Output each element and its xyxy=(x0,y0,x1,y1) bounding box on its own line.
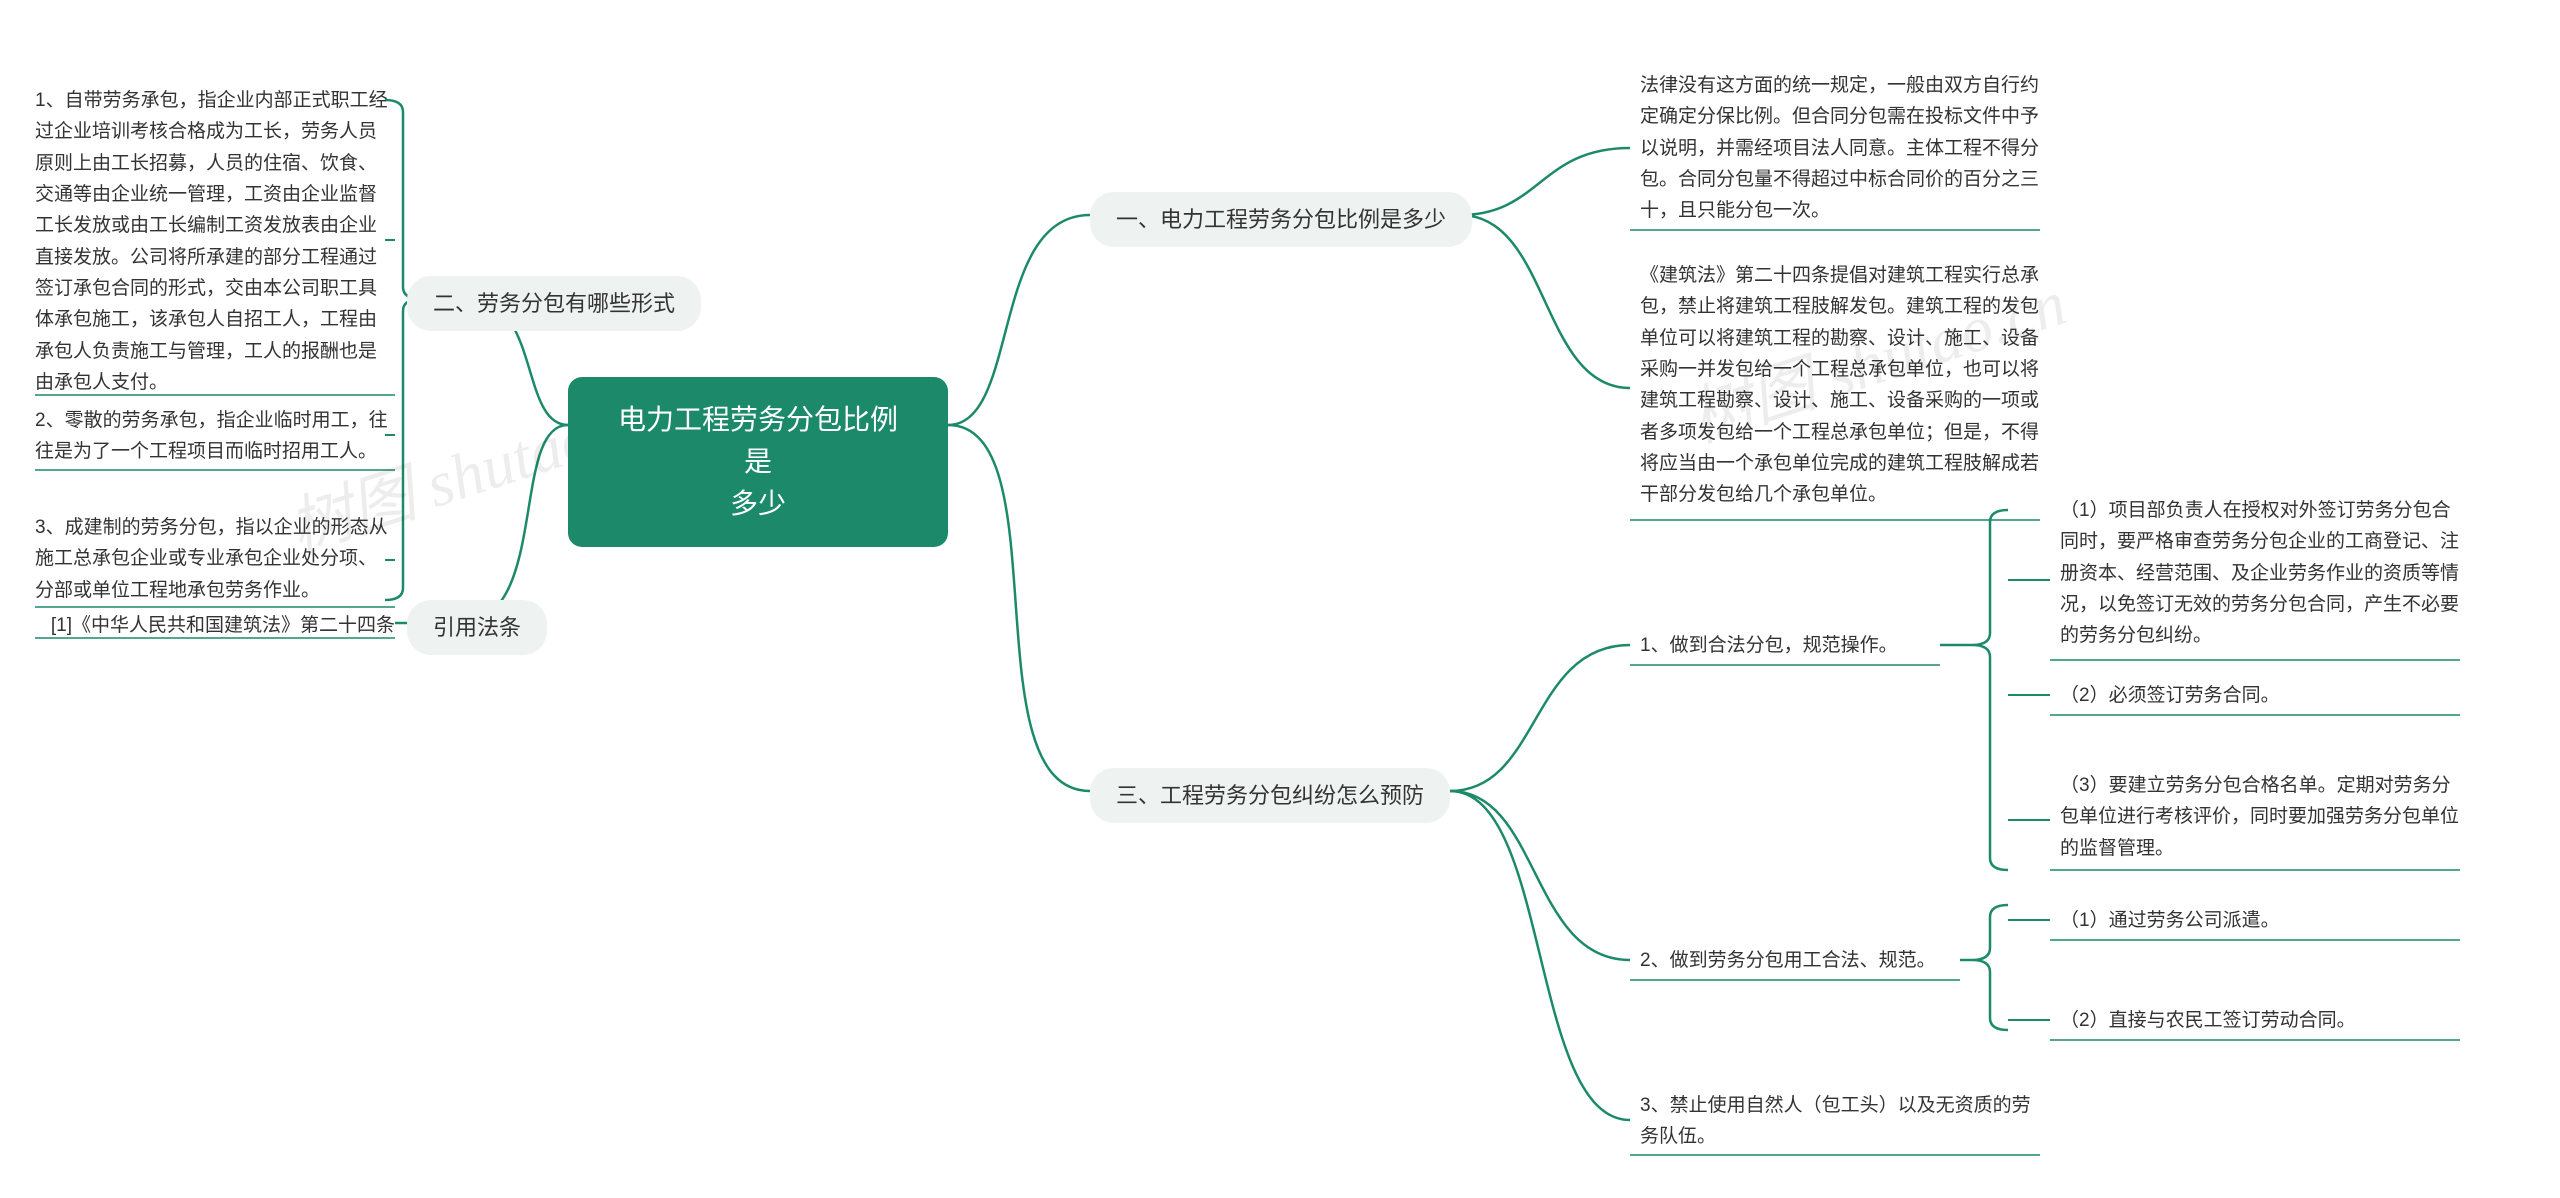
branch-3-leaf-3: 3、禁止使用自然人（包工头）以及无资质的劳务队伍。 xyxy=(1640,1090,2040,1153)
branch-3-leaf-2: 2、做到劳务分包用工合法、规范。 xyxy=(1640,945,1940,976)
center-line2: 多少 xyxy=(730,488,786,519)
branch-4-leaf-1: [1]《中华人民共和国建筑法》第二十四条 xyxy=(35,610,395,641)
center-line1: 电力工程劳务分包比例是 xyxy=(618,404,898,477)
branch-2-leaf-2: 2、零散的劳务承包，指企业临时用工，往往是为了一个工程项目而临时招用工人。 xyxy=(35,405,395,468)
branch-1-leaf-1: 法律没有这方面的统一规定，一般由双方自行约定确定分保比例。但合同分包需在投标文件… xyxy=(1640,70,2040,227)
branch-3-leaf-2-child-1: （1）通过劳务公司派遣。 xyxy=(2060,905,2460,936)
branch-2[interactable]: 二、劳务分包有哪些形式 xyxy=(407,276,701,331)
branch-3-leaf-1-child-3: （3）要建立劳务分包合格名单。定期对劳务分包单位进行考核评价，同时要加强劳务分包… xyxy=(2060,770,2460,864)
branch-4[interactable]: 引用法条 xyxy=(407,600,547,655)
center-node[interactable]: 电力工程劳务分包比例是 多少 xyxy=(568,377,948,547)
branch-1[interactable]: 一、电力工程劳务分包比例是多少 xyxy=(1090,192,1472,247)
branch-3-leaf-2-child-2: （2）直接与农民工签订劳动合同。 xyxy=(2060,1005,2460,1036)
branch-3-leaf-1-child-1: （1）项目部负责人在授权对外签订劳务分包合同时，要严格审查劳务分包企业的工商登记… xyxy=(2060,495,2460,652)
branch-1-leaf-2: 《建筑法》第二十四条提倡对建筑工程实行总承包，禁止将建筑工程肢解发包。建筑工程的… xyxy=(1640,260,2040,511)
branch-3-leaf-1-child-2: （2）必须签订劳务合同。 xyxy=(2060,680,2460,711)
branch-2-leaf-1: 1、自带劳务承包，指企业内部正式职工经过企业培训考核合格成为工长，劳务人员原则上… xyxy=(35,85,395,398)
branch-3-leaf-1: 1、做到合法分包，规范操作。 xyxy=(1640,630,1940,661)
branch-3[interactable]: 三、工程劳务分包纠纷怎么预防 xyxy=(1090,768,1450,823)
branch-2-leaf-3: 3、成建制的劳务分包，指以企业的形态从施工总承包企业或专业承包企业处分项、分部或… xyxy=(35,512,395,606)
